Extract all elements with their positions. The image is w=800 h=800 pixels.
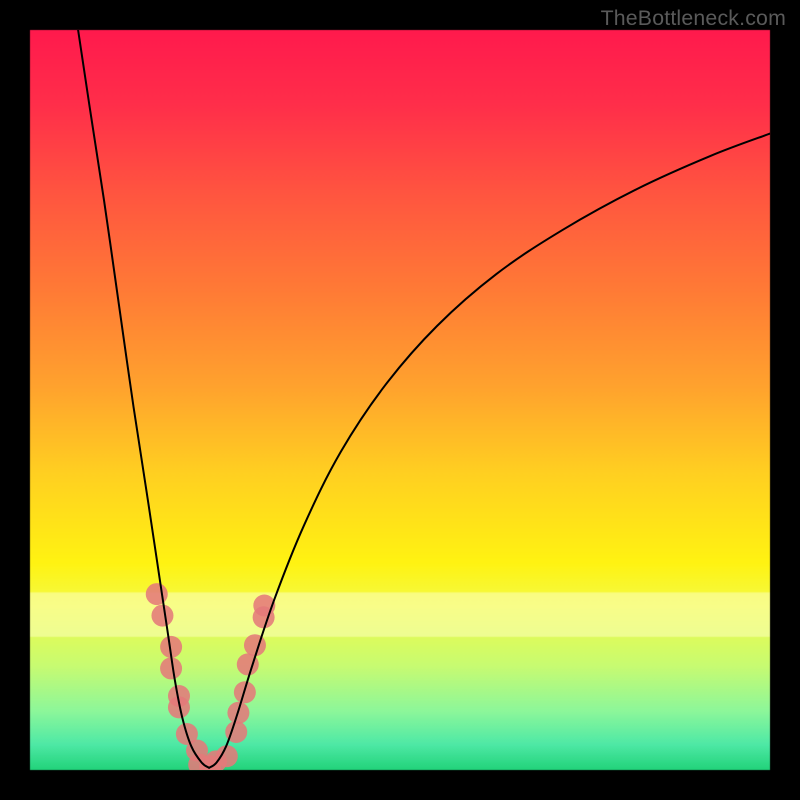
gradient-background xyxy=(0,0,800,800)
chart-root: TheBottleneck.com xyxy=(0,0,800,800)
